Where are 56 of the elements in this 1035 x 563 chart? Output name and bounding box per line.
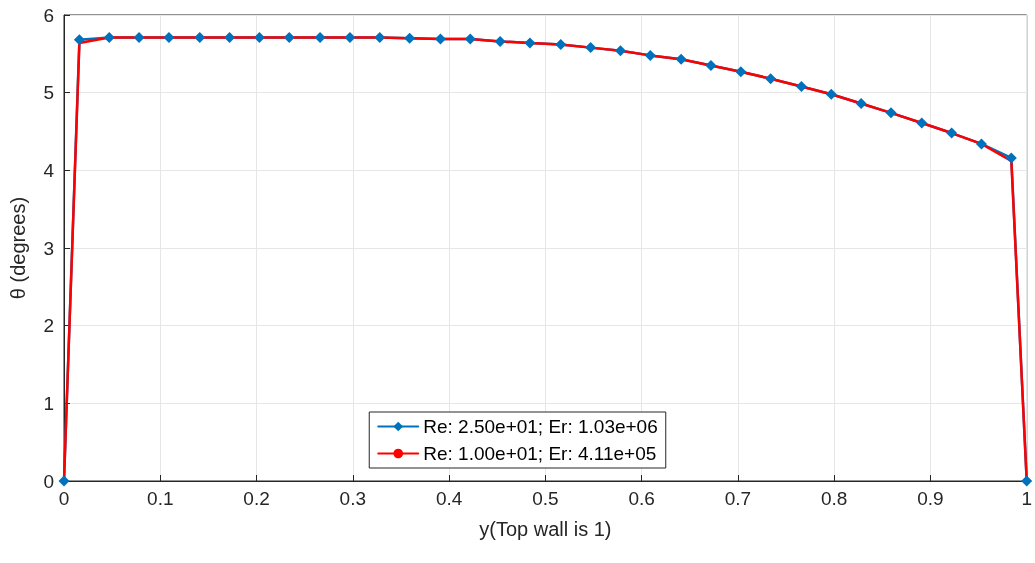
x-tick-label: 0.8: [820, 488, 848, 509]
point: [916, 117, 928, 129]
point: [314, 32, 326, 44]
point: [765, 73, 777, 85]
point: [644, 49, 656, 61]
legend-label: Re: 1.00e+01; Er: 4.11e+05: [423, 443, 657, 464]
y-tick-label: 5: [43, 82, 54, 104]
x-tick-label: 0.9: [917, 488, 944, 509]
y-tick-label: 3: [43, 237, 54, 259]
point: [283, 32, 295, 44]
point: [585, 42, 597, 54]
x-tick-label: 0.5: [532, 488, 559, 509]
point: [524, 37, 536, 49]
point: [344, 32, 356, 44]
x-axis-title: y(Top wall is 1): [479, 518, 612, 540]
x-tick-label: 0: [58, 488, 70, 509]
point: [73, 34, 85, 46]
point: [194, 32, 206, 44]
point: [795, 80, 807, 92]
x-tick-label: 1: [1021, 488, 1033, 509]
point: [224, 32, 236, 44]
legend-label: Re: 2.50e+01; Er: 1.03e+06: [423, 416, 658, 437]
x-tick-label: 0.3: [339, 488, 367, 509]
point: [133, 32, 145, 44]
point: [885, 107, 897, 119]
point: [825, 88, 837, 100]
point: [675, 53, 687, 65]
y-axis-title: θ (degrees): [7, 196, 29, 300]
y-tick-label: 6: [43, 4, 54, 26]
point: [1021, 475, 1033, 487]
point: [163, 32, 175, 44]
point: [705, 59, 717, 71]
x-tick-label: 0.6: [628, 488, 655, 509]
y-tick-label: 4: [43, 159, 55, 181]
y-tick-label: 1: [43, 392, 54, 414]
point: [404, 32, 416, 44]
point: [374, 32, 386, 44]
point: [253, 32, 265, 44]
y-tick-label: 2: [43, 315, 54, 337]
point: [975, 138, 987, 150]
point: [555, 39, 567, 51]
point: [464, 33, 476, 45]
x-tick-label: 0.2: [243, 488, 270, 509]
point: [103, 32, 115, 44]
y-tick-label: 0: [43, 470, 54, 492]
x-tick-label: 0.1: [147, 488, 174, 509]
point: [1005, 152, 1017, 164]
point: [58, 475, 70, 487]
point: [855, 98, 867, 110]
x-tick-label: 0.4: [435, 488, 463, 509]
point: [735, 66, 747, 78]
point: [434, 33, 446, 45]
point: [494, 35, 506, 47]
x-tick-label: 0.7: [724, 488, 752, 509]
point: [946, 127, 958, 139]
point: [614, 45, 626, 57]
